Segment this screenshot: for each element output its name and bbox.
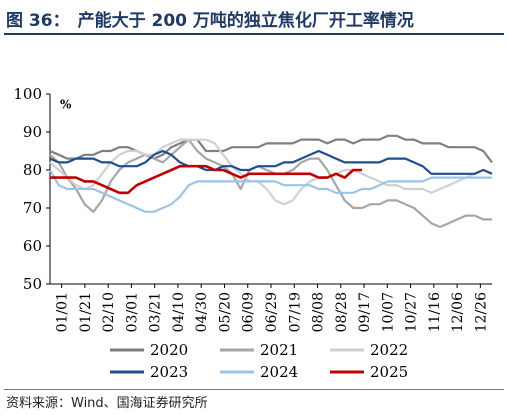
x-tick-label: 01/21 — [78, 292, 94, 332]
y-tick-label: 60 — [23, 237, 42, 255]
y-unit-label: % — [60, 98, 72, 112]
chart-legend: 2020 2021 2022 2023 2024 2025 — [110, 341, 408, 381]
series-line-2023 — [49, 149, 493, 175]
x-tick-label: 10/07 — [380, 292, 396, 332]
series-line-2021 — [49, 138, 492, 229]
source-rule — [4, 389, 504, 390]
legend-label-2020: 2020 — [150, 341, 188, 359]
x-tick-label: 06/29 — [264, 292, 280, 332]
x-tick-label: 08/08 — [311, 292, 327, 332]
y-tick-label: 90 — [23, 123, 42, 141]
legend-label-2022: 2022 — [370, 341, 408, 359]
y-tick-label: 100 — [13, 85, 42, 103]
y-tick-label: 70 — [23, 199, 42, 217]
x-tick-label: 12/26 — [473, 292, 489, 332]
x-tick-label: 06/09 — [241, 292, 257, 332]
figure-title-text: 产能大于 200 万吨的独立焦化厂开工率情况 — [77, 11, 414, 31]
x-tick-label: 12/06 — [450, 292, 466, 332]
series-line-2024 — [49, 169, 492, 213]
figure-title: 图 36： 产能大于 200 万吨的独立焦化厂开工率情况 — [6, 6, 414, 31]
title-rule — [4, 33, 504, 35]
legend-label-2025: 2025 — [370, 363, 408, 381]
x-tick-label: 08/28 — [334, 292, 350, 332]
x-tick-label: 01/01 — [55, 292, 71, 332]
x-tick-label: 03/01 — [124, 292, 140, 332]
chart-series — [49, 134, 493, 229]
x-tick-label: 10/27 — [404, 292, 420, 332]
series-line-2020 — [49, 134, 493, 164]
x-tick-label: 03/21 — [148, 292, 164, 332]
line-chart: 50 60 70 80 90 100% 01/01 01/21 02/10 03/01 03/21 0… — [13, 85, 493, 381]
x-tick-label: 04/30 — [194, 292, 210, 332]
figure-number: 图 36： — [6, 11, 70, 31]
legend-label-2021: 2021 — [260, 341, 298, 359]
legend-label-2024: 2024 — [260, 363, 298, 381]
x-tick-label: 09/17 — [357, 292, 373, 332]
source-note: 资料来源：Wind、国海证券研究所 — [6, 396, 208, 411]
y-tick-label: 50 — [23, 275, 42, 293]
x-tick-label: 07/19 — [287, 292, 303, 332]
y-tick-label: 80 — [23, 161, 42, 179]
series-line-2025 — [50, 164, 362, 195]
legend-label-2023: 2023 — [150, 363, 188, 381]
x-tick-label: 11/16 — [427, 292, 443, 332]
x-tick-label: 04/10 — [171, 292, 187, 332]
chart-axes: 50 60 70 80 90 100% 01/01 01/21 02/10 03/01 03/21 0… — [13, 85, 492, 332]
x-tick-label: 05/20 — [217, 292, 233, 332]
series-line-2022 — [49, 138, 493, 206]
x-tick-label: 02/10 — [101, 292, 117, 332]
